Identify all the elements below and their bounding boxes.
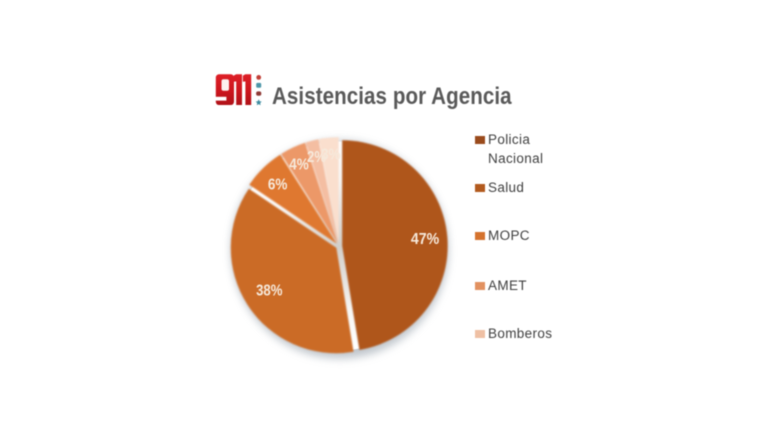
- svg-text:3%: 3%: [321, 147, 341, 164]
- svg-text:38%: 38%: [256, 282, 282, 299]
- svg-text:4%: 4%: [289, 156, 309, 173]
- svg-text:2%: 2%: [307, 149, 326, 166]
- svg-text:47%: 47%: [411, 230, 440, 248]
- svg-text:6%: 6%: [268, 176, 288, 193]
